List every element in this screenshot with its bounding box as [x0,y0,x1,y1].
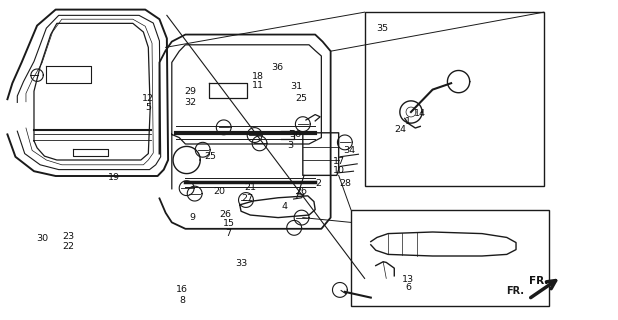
Text: 9: 9 [190,213,196,222]
Text: 14: 14 [414,109,426,118]
Text: 15: 15 [222,220,235,228]
Text: 28: 28 [339,180,351,188]
Text: 32: 32 [184,98,197,107]
Text: 24: 24 [394,125,407,134]
Text: 10: 10 [332,166,345,175]
Text: 13: 13 [402,275,414,284]
Text: 27: 27 [241,194,253,203]
Text: 34: 34 [343,146,355,155]
Text: 36: 36 [289,130,302,139]
Text: 5: 5 [145,103,151,112]
Text: 29: 29 [184,87,197,96]
Text: 3: 3 [287,141,294,150]
Text: 17: 17 [332,157,345,166]
Text: 21: 21 [244,183,256,192]
Text: 23: 23 [62,232,74,241]
Text: 2: 2 [315,180,321,188]
Text: 16: 16 [176,285,188,294]
Text: 22: 22 [62,242,74,251]
Text: 35: 35 [376,24,388,33]
Text: 12: 12 [142,94,154,103]
Text: 31: 31 [290,82,303,91]
Text: 8: 8 [179,296,185,305]
Text: 6: 6 [405,284,411,292]
Text: 36: 36 [271,63,283,72]
Text: 25: 25 [295,94,308,103]
Text: 26: 26 [295,188,308,196]
Text: 19: 19 [108,173,121,182]
Text: 30: 30 [36,234,48,243]
Text: 33: 33 [235,260,247,268]
Text: 25: 25 [204,152,216,161]
Text: 1: 1 [405,117,411,126]
Text: 26: 26 [219,210,232,219]
Text: FR.: FR. [529,276,549,286]
Text: 7: 7 [226,229,232,238]
Text: 4: 4 [281,202,287,211]
Text: 18: 18 [252,72,265,81]
Text: 20: 20 [213,188,226,196]
Text: 11: 11 [252,81,265,90]
Text: FR.: FR. [506,286,524,296]
